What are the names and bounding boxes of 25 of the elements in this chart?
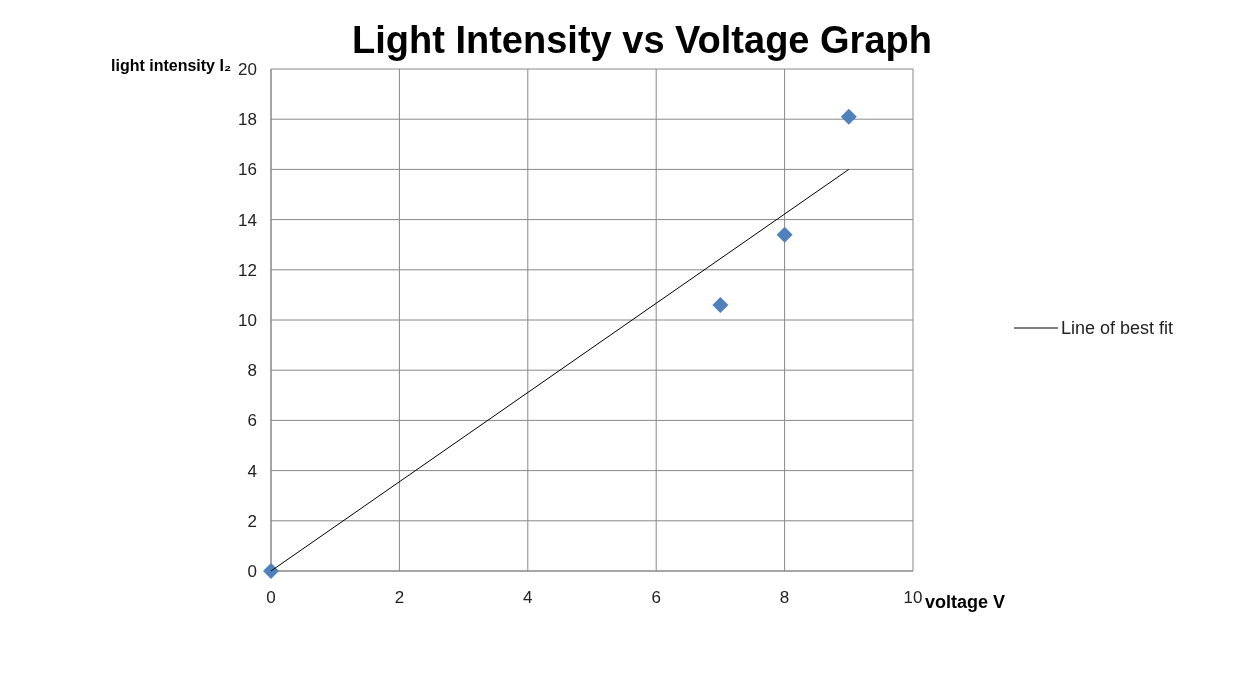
x-axis-title: voltage V bbox=[925, 592, 1006, 612]
y-tick-label: 4 bbox=[247, 461, 257, 481]
y-tick-label: 2 bbox=[247, 511, 257, 531]
y-tick-label: 14 bbox=[238, 210, 257, 230]
x-tick-label: 8 bbox=[779, 588, 790, 607]
y-tick-label: 16 bbox=[238, 160, 257, 180]
x-tick-label: 4 bbox=[523, 588, 533, 607]
chart-title: Light Intensity vs Voltage Graph bbox=[352, 19, 932, 61]
y-tick-label: 12 bbox=[238, 260, 257, 280]
legend-label: Line of best fit bbox=[1061, 318, 1174, 338]
point bbox=[776, 226, 793, 243]
point bbox=[840, 108, 857, 125]
point bbox=[712, 296, 729, 313]
point bbox=[263, 563, 279, 579]
y-tick-label: 0 bbox=[247, 562, 257, 581]
y-tick-label: 20 bbox=[238, 60, 257, 79]
y-tick-label: 6 bbox=[247, 411, 257, 431]
y-tick-label: 18 bbox=[238, 110, 257, 130]
y-tick-label: 8 bbox=[247, 361, 257, 381]
x-tick-label: 2 bbox=[394, 588, 405, 607]
x-tick-label: 0 bbox=[266, 588, 276, 607]
x-tick-label: 10 bbox=[903, 588, 923, 607]
y-axis-title: light intensity I₂ bbox=[111, 57, 231, 74]
y-tick-label: 10 bbox=[238, 311, 257, 330]
x-tick-label: 6 bbox=[651, 588, 661, 607]
